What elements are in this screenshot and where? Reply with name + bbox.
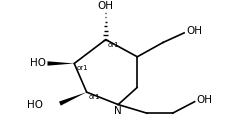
Text: HO: HO <box>30 59 46 68</box>
Text: or1: or1 <box>76 65 88 71</box>
Text: OH: OH <box>196 95 213 105</box>
Text: OH: OH <box>98 1 114 11</box>
Text: OH: OH <box>186 26 202 36</box>
Text: or1: or1 <box>108 42 119 47</box>
Polygon shape <box>59 92 87 106</box>
Polygon shape <box>48 61 74 66</box>
Text: or1: or1 <box>89 94 100 100</box>
Text: HO: HO <box>27 99 43 110</box>
Text: N: N <box>114 107 122 116</box>
